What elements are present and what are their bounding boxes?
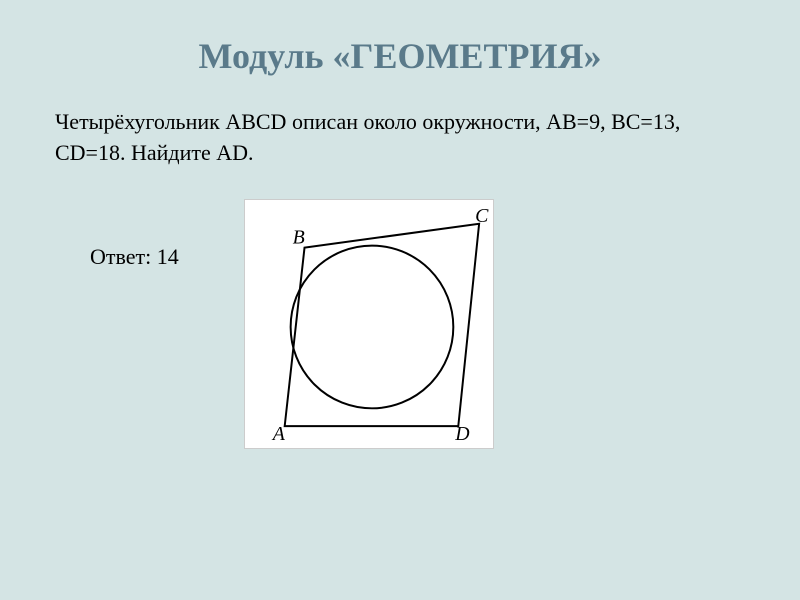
diagram-svg: A B C D	[245, 200, 493, 448]
content-row: Ответ: 14 A B C D	[0, 169, 800, 449]
page-title: Модуль «ГЕОМЕТРИЯ»	[0, 0, 800, 77]
svg-text:A: A	[271, 423, 286, 445]
geometry-diagram: A B C D	[244, 199, 494, 449]
answer-text: Ответ: 14	[0, 199, 179, 449]
svg-text:B: B	[292, 226, 304, 248]
svg-text:C: C	[475, 204, 489, 226]
svg-text:D: D	[454, 423, 470, 445]
problem-statement: Четырёхугольник ABCD описан около окружн…	[0, 77, 800, 169]
